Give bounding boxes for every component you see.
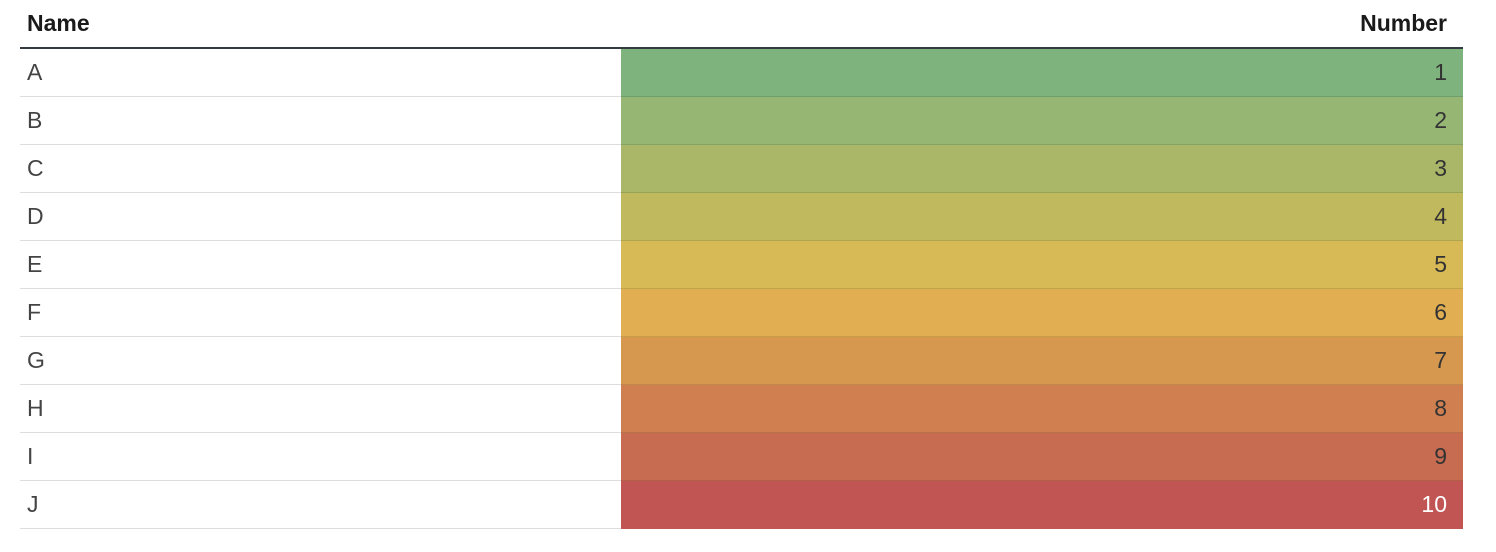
cell-name: J <box>20 480 621 529</box>
cell-number: 9 <box>621 432 1463 481</box>
cell-number: 8 <box>621 384 1463 433</box>
column-header-name[interactable]: Name <box>20 0 621 49</box>
cell-number: 4 <box>621 192 1463 241</box>
cell-number: 7 <box>621 336 1463 385</box>
cell-name: B <box>20 96 621 145</box>
cell-name: F <box>20 288 621 337</box>
table-row: J 10 <box>20 480 1463 529</box>
cell-number: 1 <box>621 48 1463 97</box>
cell-name: H <box>20 384 621 433</box>
column-header-number[interactable]: Number <box>621 0 1463 49</box>
table-header: Name Number <box>20 0 1463 49</box>
cell-number: 2 <box>621 96 1463 145</box>
cell-number: 10 <box>621 480 1463 529</box>
cell-name: C <box>20 144 621 193</box>
cell-number: 5 <box>621 240 1463 289</box>
cell-name: A <box>20 48 621 97</box>
cell-name: I <box>20 432 621 481</box>
cell-number: 3 <box>621 144 1463 193</box>
cell-name: G <box>20 336 621 385</box>
cell-number: 6 <box>621 288 1463 337</box>
header-row: Name Number <box>20 0 1463 49</box>
cell-name: E <box>20 240 621 289</box>
cell-name: D <box>20 192 621 241</box>
